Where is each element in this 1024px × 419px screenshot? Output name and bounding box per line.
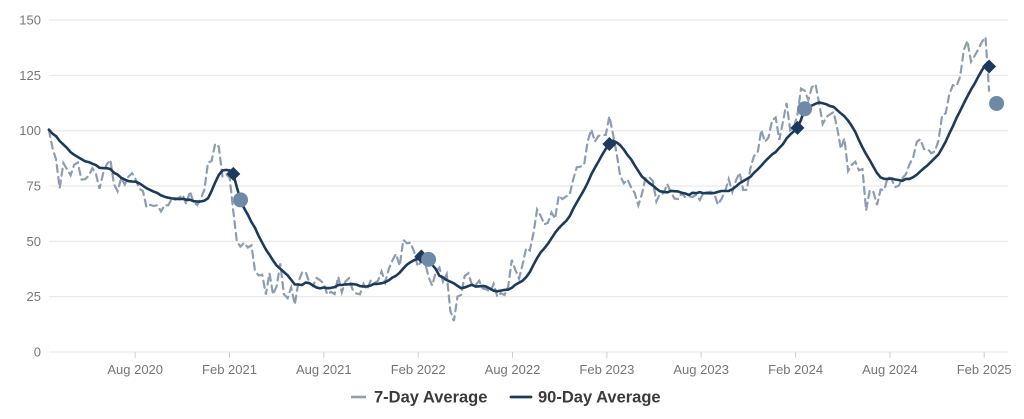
svg-text:25: 25 [27,289,41,304]
svg-text:Aug 2020: Aug 2020 [107,362,163,377]
svg-text:50: 50 [27,234,41,249]
svg-text:Feb 2023: Feb 2023 [579,362,634,377]
svg-text:100: 100 [19,123,41,138]
svg-text:Feb 2021: Feb 2021 [202,362,257,377]
svg-text:Aug 2021: Aug 2021 [296,362,352,377]
svg-text:Feb 2022: Feb 2022 [391,362,446,377]
svg-text:125: 125 [19,68,41,83]
svg-text:150: 150 [19,13,41,28]
svg-text:0: 0 [34,345,41,360]
svg-text:Aug 2024: Aug 2024 [862,362,918,377]
svg-text:90-Day Average: 90-Day Average [538,389,661,407]
svg-text:Feb 2024: Feb 2024 [768,362,823,377]
svg-text:75: 75 [27,179,41,194]
svg-text:Feb 2025: Feb 2025 [957,362,1012,377]
svg-text:7-Day Average: 7-Day Average [374,389,487,407]
svg-text:Aug 2023: Aug 2023 [673,362,729,377]
svg-text:Aug 2022: Aug 2022 [485,362,541,377]
